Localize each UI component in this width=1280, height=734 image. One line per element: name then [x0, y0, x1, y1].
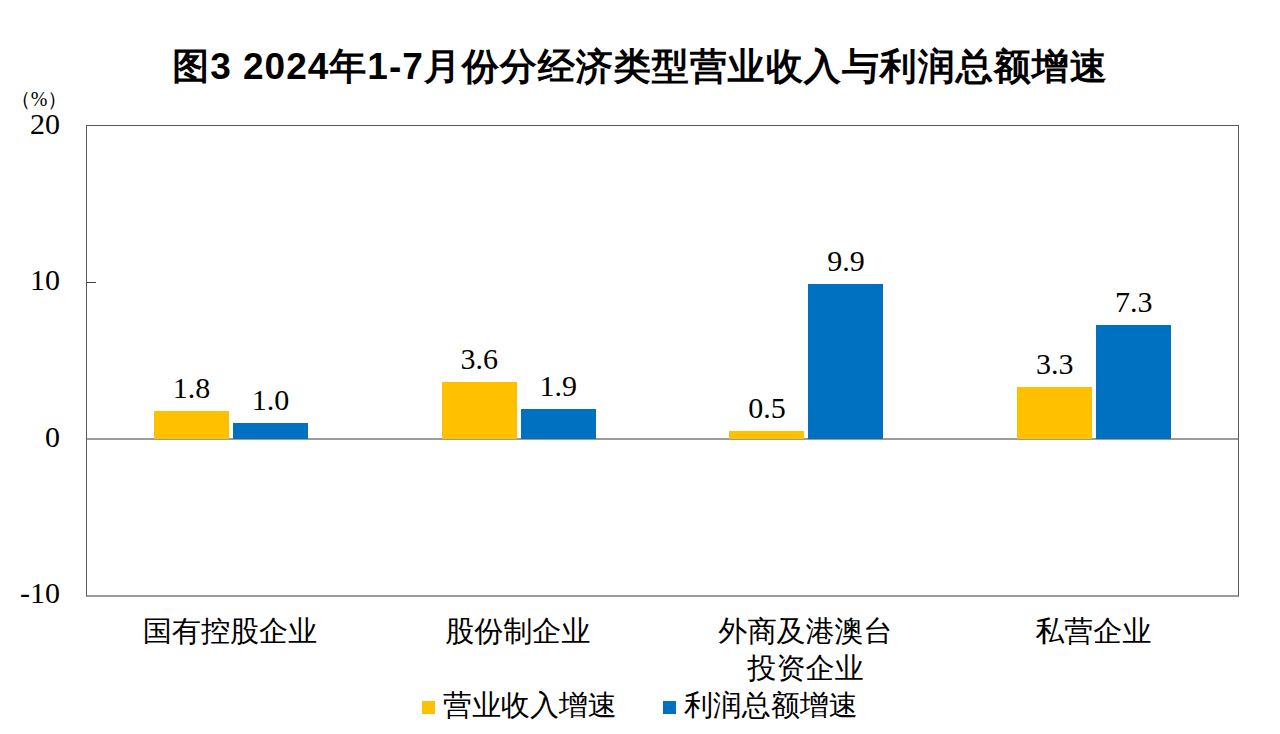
y-axis-tick-label: 20	[8, 109, 60, 139]
bar-series-1-group-0	[233, 423, 308, 439]
bar-chart: 图3 2024年1-7月份分经济类型营业收入与利润总额增速 （%） 20100-…	[0, 0, 1280, 734]
y-axis-tick-label: -10	[8, 578, 60, 608]
bar-series-0-group-2	[729, 431, 804, 439]
category-label: 外商及港澳台 投资企业	[655, 613, 955, 687]
bar-value-label: 7.3	[1089, 287, 1179, 317]
bar-value-label: 0.5	[722, 393, 812, 423]
bar-value-label: 3.6	[434, 344, 524, 374]
bar-series-0-group-0	[154, 411, 229, 439]
y-axis-tick-label: 10	[8, 265, 60, 295]
bar-value-label: 1.9	[513, 371, 603, 401]
legend-item: 营业收入增速	[422, 690, 617, 722]
legend-label: 利润总额增速	[684, 690, 858, 722]
legend-swatch	[663, 701, 676, 714]
y-axis-tickmark	[87, 282, 96, 283]
plot-area: 1.81.0 3.61.9 0.5 9.9 3.3 7.3	[86, 125, 1239, 597]
bar-value-label: 1.0	[225, 385, 315, 415]
legend-item: 利润总额增速	[663, 690, 858, 722]
bar-series-1-group-3	[1096, 325, 1171, 439]
bar-value-label: 3.3	[1010, 349, 1100, 379]
legend-label: 营业收入增速	[443, 690, 617, 722]
bar-series-0-group-3	[1017, 387, 1092, 439]
legend: 营业收入增速 利润总额增速	[0, 690, 1280, 722]
bar-series-0-group-1	[442, 382, 517, 438]
category-label: 私营企业	[943, 613, 1243, 650]
legend-swatch	[422, 701, 435, 714]
bar-value-label: 9.9	[801, 246, 891, 276]
chart-title: 图3 2024年1-7月份分经济类型营业收入与利润总额增速	[0, 42, 1280, 92]
bar-value-label: 1.8	[146, 373, 236, 403]
y-axis-tick-label: 0	[8, 421, 60, 451]
bar-series-1-group-2	[808, 284, 883, 439]
category-label: 国有控股企业	[80, 613, 380, 650]
bar-series-1-group-1	[521, 409, 596, 439]
category-label: 股份制企业	[368, 613, 668, 650]
